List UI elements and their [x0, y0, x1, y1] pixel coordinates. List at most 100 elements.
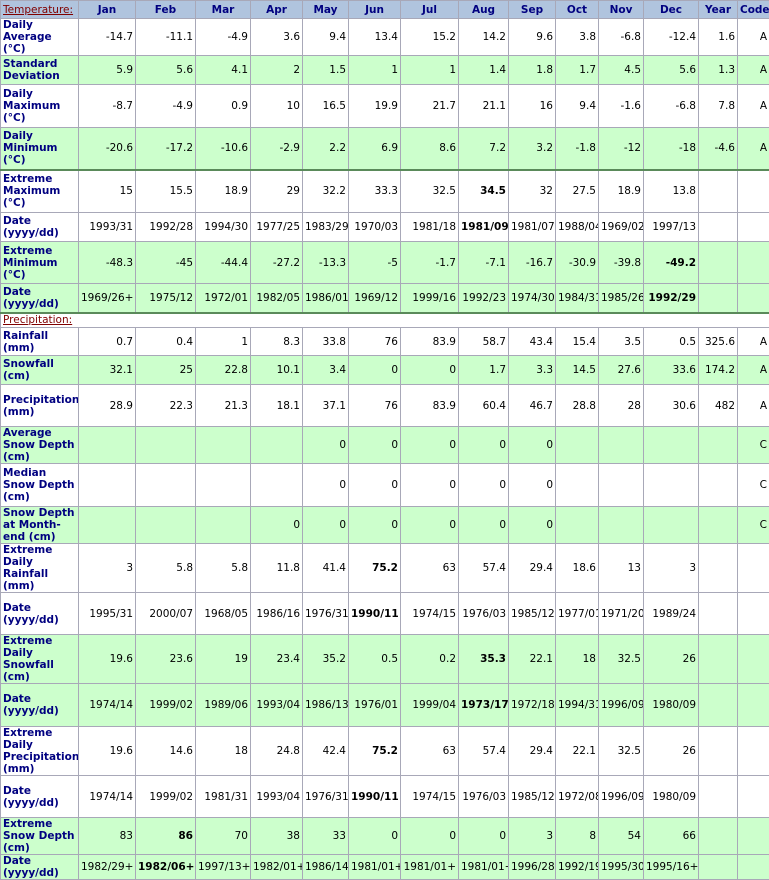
cell: A	[738, 19, 769, 56]
column-header: Feb	[136, 1, 196, 19]
cell: 1995/30	[599, 855, 644, 880]
cell: 1995/31	[79, 593, 136, 635]
row-label: Extreme Snow Depth (cm)	[1, 818, 79, 855]
column-header: Jan	[79, 1, 136, 19]
cell: 21.1	[459, 85, 509, 128]
cell: 66	[644, 818, 699, 855]
cell: 1973/17	[459, 684, 509, 727]
cell: 54	[599, 818, 644, 855]
cell: -4.9	[196, 19, 251, 56]
cell: 38	[251, 818, 303, 855]
row-label: Snowfall (cm)	[1, 356, 79, 385]
cell: 1972/18	[509, 684, 556, 727]
row-label: Date (yyyy/dd)	[1, 776, 79, 818]
cell: 0	[459, 818, 509, 855]
cell: 1996/09	[599, 684, 644, 727]
cell: C	[738, 464, 769, 507]
row-label: Snow Depth at Month-end (cm)	[1, 507, 79, 544]
empty-cell	[738, 593, 769, 635]
column-header: Mar	[196, 1, 251, 19]
cell: 42.4	[303, 727, 349, 776]
empty-cell	[79, 507, 136, 544]
cell: 26	[644, 635, 699, 684]
empty-cell	[699, 593, 738, 635]
cell: -4.9	[136, 85, 196, 128]
cell: 0	[401, 464, 459, 507]
cell: 0.9	[196, 85, 251, 128]
row-label: Average Snow Depth (cm)	[1, 427, 79, 464]
cell: 1982/01+	[251, 855, 303, 880]
cell: 13.4	[349, 19, 401, 56]
cell: 5.8	[136, 544, 196, 593]
cell: 41.4	[303, 544, 349, 593]
empty-cell	[599, 464, 644, 507]
empty-cell	[556, 507, 599, 544]
cell: 1972/08	[556, 776, 599, 818]
cell: 32.5	[401, 170, 459, 213]
cell: 482	[699, 385, 738, 427]
row-label: Median Snow Depth (cm)	[1, 464, 79, 507]
cell: 35.3	[459, 635, 509, 684]
empty-cell	[251, 427, 303, 464]
cell: 9.4	[303, 19, 349, 56]
cell: -12.4	[644, 19, 699, 56]
cell: A	[738, 328, 769, 356]
row-label: Date (yyyy/dd)	[1, 213, 79, 242]
cell: 0	[303, 464, 349, 507]
cell: 5.9	[79, 56, 136, 85]
cell: 1976/31	[303, 776, 349, 818]
column-header: Oct	[556, 1, 599, 19]
cell: -14.7	[79, 19, 136, 56]
cell: 1981/09	[459, 213, 509, 242]
cell: 18.9	[599, 170, 644, 213]
cell: 1999/02	[136, 684, 196, 727]
cell: 0	[459, 427, 509, 464]
cell: 21.3	[196, 385, 251, 427]
cell: 19.9	[349, 85, 401, 128]
cell: 13.8	[644, 170, 699, 213]
cell: -2.9	[251, 128, 303, 170]
row-label: Date (yyyy/dd)	[1, 855, 79, 880]
cell: 14.2	[459, 19, 509, 56]
cell: 1.4	[459, 56, 509, 85]
cell: -4.6	[699, 128, 738, 170]
cell: 75.2	[349, 727, 401, 776]
cell: -45	[136, 242, 196, 284]
cell: -48.3	[79, 242, 136, 284]
column-header: Dec	[644, 1, 699, 19]
empty-cell	[738, 684, 769, 727]
cell: -6.8	[599, 19, 644, 56]
empty-cell	[738, 776, 769, 818]
cell: -7.1	[459, 242, 509, 284]
cell: 0	[459, 464, 509, 507]
cell: 63	[401, 544, 459, 593]
empty-cell	[136, 507, 196, 544]
empty-cell	[699, 855, 738, 880]
cell: 19.6	[79, 635, 136, 684]
row-label: Extreme Minimum (°C)	[1, 242, 79, 284]
cell: 1972/01	[196, 284, 251, 313]
section-title: Temperature:	[1, 1, 79, 19]
cell: 1975/12	[136, 284, 196, 313]
row-label: Rainfall (mm)	[1, 328, 79, 356]
row-label: Date (yyyy/dd)	[1, 593, 79, 635]
cell: 57.4	[459, 544, 509, 593]
cell: 3.8	[556, 19, 599, 56]
empty-cell	[738, 284, 769, 313]
cell: 27.5	[556, 170, 599, 213]
cell: 1969/26+	[79, 284, 136, 313]
empty-cell	[699, 776, 738, 818]
cell: 18.6	[556, 544, 599, 593]
cell: 0	[401, 507, 459, 544]
cell: -16.7	[509, 242, 556, 284]
cell: 18	[196, 727, 251, 776]
row-label: Daily Minimum (°C)	[1, 128, 79, 170]
empty-cell	[644, 507, 699, 544]
empty-cell	[699, 818, 738, 855]
